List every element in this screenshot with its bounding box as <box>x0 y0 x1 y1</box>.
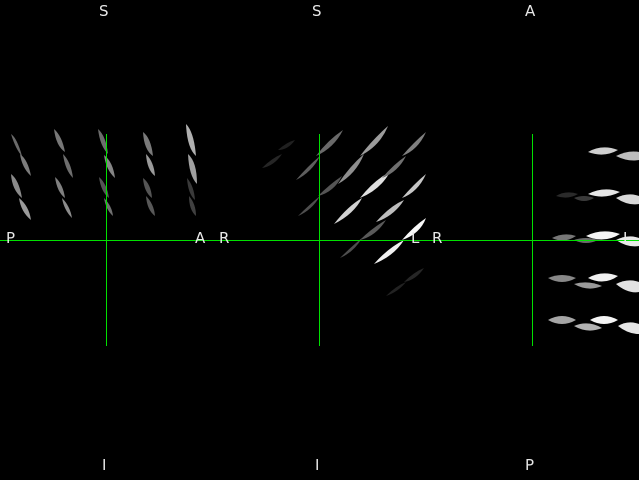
axial-slice-image <box>548 147 639 334</box>
coronal-label-top: S <box>312 2 322 20</box>
coronal-label-right: L <box>411 229 420 247</box>
sagittal-label-top: S <box>99 2 109 20</box>
crosshair-axial[interactable] <box>426 134 639 346</box>
axial-label-bottom: P <box>525 456 535 474</box>
coronal-slice-image <box>262 126 426 296</box>
sagittal-slice-image <box>11 124 197 220</box>
axial-label-left: R <box>432 229 443 247</box>
coronal-label-left: R <box>219 229 230 247</box>
sagittal-label-right: A <box>195 229 206 247</box>
axial-label-top: A <box>525 2 536 20</box>
coronal-label-bottom: I <box>315 456 320 474</box>
axial-label-right: L <box>623 229 632 247</box>
sagittal-label-left: P <box>6 229 16 247</box>
crosshair-sagittal[interactable] <box>0 134 212 346</box>
crosshair-coronal[interactable] <box>212 134 426 346</box>
sagittal-label-bottom: I <box>102 456 107 474</box>
